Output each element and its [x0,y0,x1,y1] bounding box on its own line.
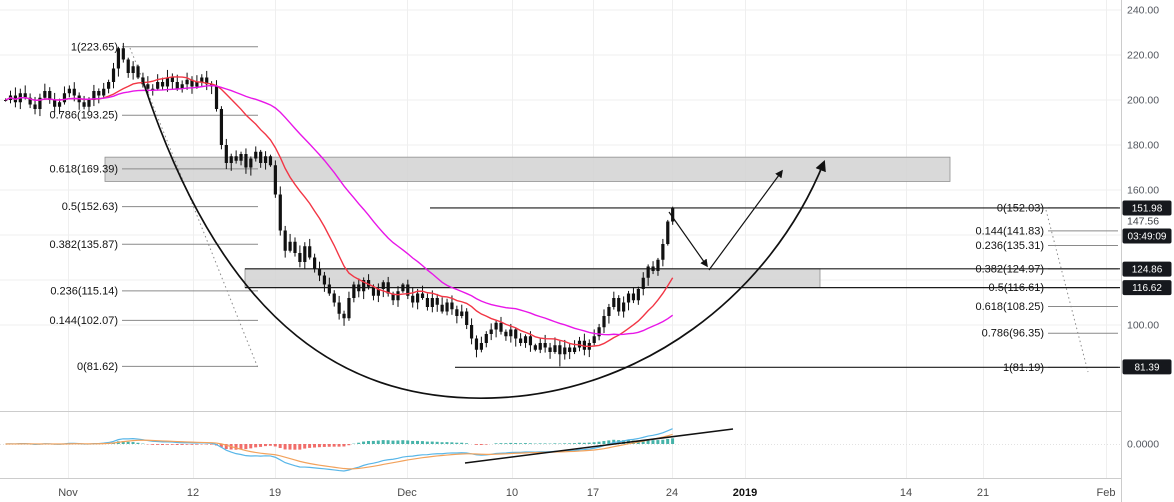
time-tick: Feb [1097,487,1116,499]
fib-level-label: 1(223.65) [71,41,118,53]
indicator-trendline [464,428,734,464]
time-tick: 12 [187,487,199,499]
cup-arc [141,77,826,399]
fib-level-label: 0.236(135.31) [976,240,1045,252]
time-tick: 24 [666,487,678,499]
fib-level-label: 0.144(141.83) [976,225,1045,237]
grid [0,0,1121,478]
fib-level-label: 0.382(135.87) [50,239,119,251]
time-tick: 14 [900,487,912,499]
time-tick: 17 [587,487,599,499]
time-tick: 2019 [733,487,757,499]
ma-slow-line [5,84,674,336]
price-tick: 100.00 [1127,320,1159,332]
projection-arrows [668,169,783,271]
time-axis[interactable]: Nov 12 19 Dec 10 17 24 2019 14 21 Feb [0,479,1121,502]
signal-line [5,433,673,470]
price-tick: 220.00 [1127,50,1159,62]
price-tick: 160.00 [1127,185,1159,197]
svg-text:116.62: 116.62 [1132,283,1162,294]
price-tick: 240.00 [1127,5,1159,17]
price-badge [1122,261,1172,277]
price-badge [1122,359,1172,375]
price-tick: 200.00 [1127,95,1159,107]
fib-retracement-fib-left: 1(223.65) 0.786(193.25) 0.618(169.39) 0.5(1… [50,41,259,373]
fib-level-label: 0.236(115.14) [50,285,118,297]
svg-text:03:49:09: 03:49:09 [1128,232,1167,243]
time-tick: Dec [397,487,417,499]
time-tick: 10 [506,487,518,499]
fib-level-label: 0.5(152.63) [62,201,118,213]
demand-zone [244,268,821,289]
fib-level-label: 0(81.62) [77,361,118,373]
fib-level-label: 0.618(108.25) [976,301,1045,313]
price-badge [1122,200,1172,216]
svg-text:151.98: 151.98 [1132,204,1163,215]
ma-fast-line [5,76,674,348]
price-tick: 180.00 [1127,140,1159,152]
time-tick: 21 [977,487,989,499]
price-axis[interactable]: 240.00 220.00 200.00 180.00 160.00 100.00 147.… [1121,0,1174,502]
price-label: 147.56 [1127,216,1159,228]
time-tick: Nov [58,487,78,499]
fib-level-label: 0.144(102.07) [50,315,119,327]
svg-text:124.86: 124.86 [1132,265,1163,276]
candles [4,42,675,367]
bar-countdown-badge [1122,228,1172,244]
price-badge [1122,280,1172,296]
indicator-zero-label: 0.0000 [1127,439,1159,451]
fib-level-label: 0.618(169.39) [50,163,119,175]
fib-level-label: 0.786(96.35) [982,328,1044,340]
time-tick: 19 [269,487,281,499]
fib-level-label: 0.786(193.25) [50,110,119,122]
svg-text:81.39: 81.39 [1134,362,1159,373]
horizontal-rays [245,207,1120,368]
